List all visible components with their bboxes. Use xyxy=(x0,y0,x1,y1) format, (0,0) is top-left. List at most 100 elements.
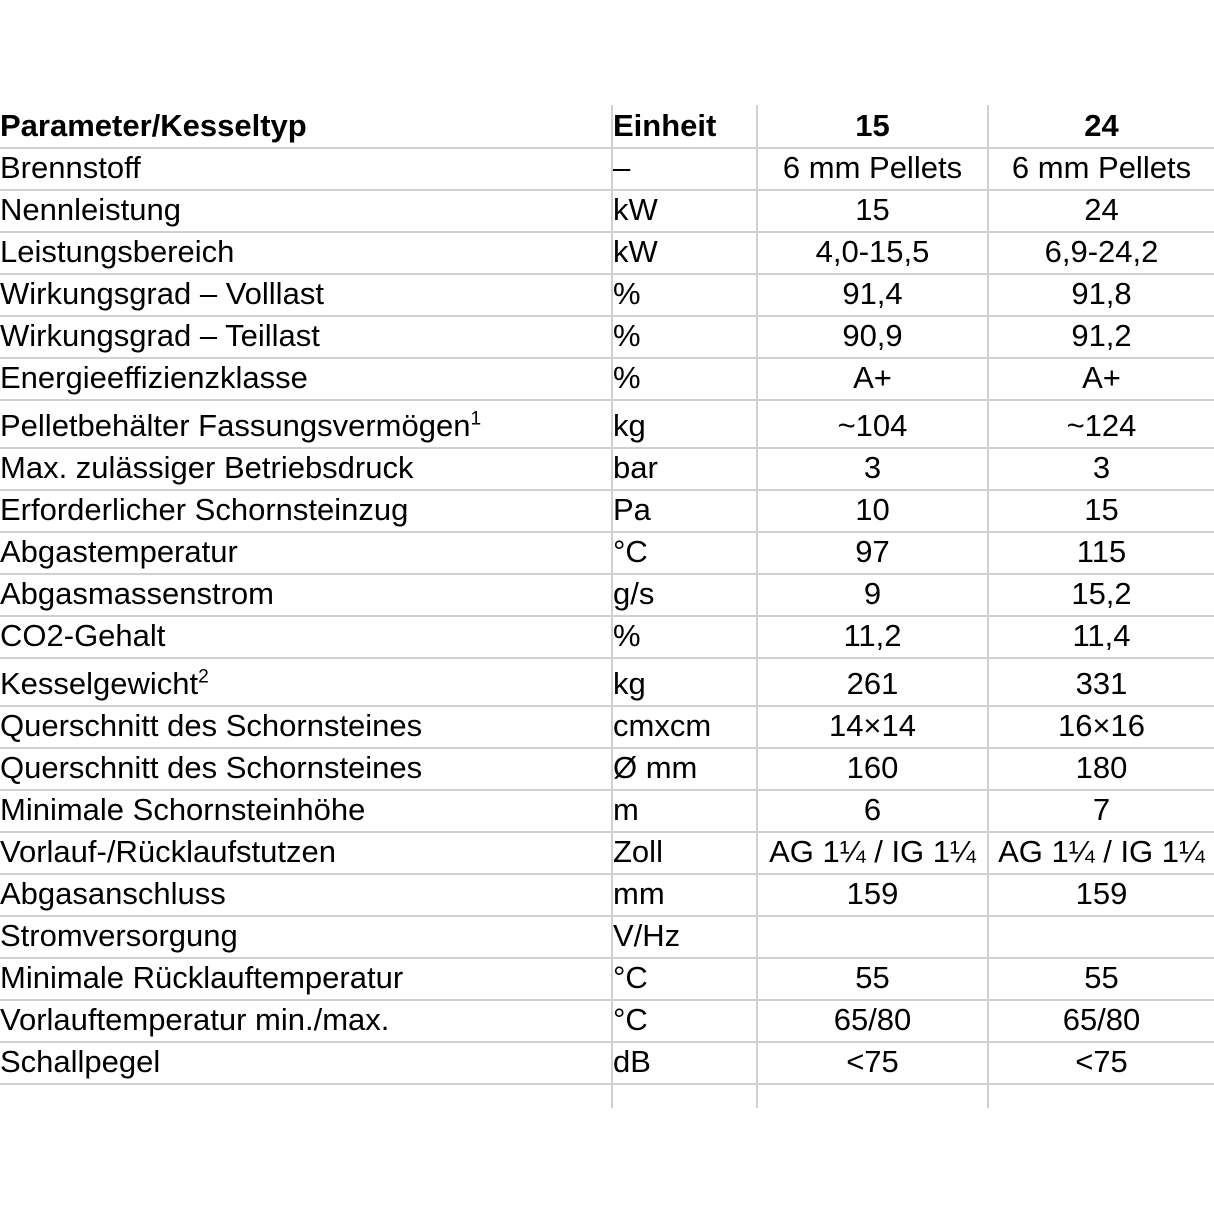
table-row: CO2-Gehalt% 11,2 11,4 xyxy=(0,616,1214,659)
table-row: Abgasmassenstrom g/s 9 15,2 xyxy=(0,574,1214,617)
unit-cell: bar xyxy=(611,448,757,491)
unit-cell: Pa xyxy=(611,490,757,533)
empty-cell xyxy=(756,1084,988,1108)
value-24-cell: 331 xyxy=(987,658,1214,707)
param-cell: Leistungsbereich xyxy=(0,232,612,275)
empty-cell xyxy=(611,1084,757,1108)
unit-cell: % xyxy=(611,316,757,359)
empty-cell xyxy=(0,1084,612,1108)
table-row: Pelletbehälter Fassungsvermögen1 kg ~104 ~1… xyxy=(0,400,1214,449)
param-cell: Querschnitt des Schornsteines xyxy=(0,706,612,749)
param-cell: Minimale Rücklauftemperatur xyxy=(0,958,612,1001)
unit-cell: % xyxy=(611,358,757,401)
param-cell: Pelletbehälter Fassungsvermögen1 xyxy=(0,400,612,449)
value-15-cell: 261 xyxy=(756,658,988,707)
value-15-cell: 97 xyxy=(756,532,988,575)
param-cell: Schallpegel xyxy=(0,1042,612,1085)
value-24-cell: 180 xyxy=(987,748,1214,791)
unit-cell: Zoll xyxy=(611,832,757,875)
table-row: Wirkungsgrad – Teillast% 90,9 91,2 xyxy=(0,316,1214,359)
unit-cell: °C xyxy=(611,958,757,1001)
unit-cell: V/Hz xyxy=(611,916,757,959)
header-row: Parameter/Kesseltyp Einheit 15 24 xyxy=(0,105,1214,149)
param-cell: Wirkungsgrad – Volllast xyxy=(0,274,612,317)
value-15-cell: 91,4 xyxy=(756,274,988,317)
table-row: Vorlauftemperatur min./max. °C 65/80 65/80 xyxy=(0,1000,1214,1043)
value-15-cell: 65/80 xyxy=(756,1000,988,1043)
value-24-cell: 65/80 xyxy=(987,1000,1214,1043)
value-15-cell: A+ xyxy=(756,358,988,401)
col-header-parameter: Parameter/Kesseltyp xyxy=(0,105,612,149)
value-24-cell: 15,2 xyxy=(987,574,1214,617)
value-15-cell: 9 xyxy=(756,574,988,617)
table-row: Leistungsbereich kW 4,0-15,5 6,9-24,2 xyxy=(0,232,1214,275)
value-15-cell xyxy=(756,916,988,959)
value-15-cell: 6 mm Pellets xyxy=(756,148,988,191)
table-row: Stromversorgung V/Hz xyxy=(0,916,1214,959)
param-cell: Energieeffizienzklasse xyxy=(0,358,612,401)
param-cell: Brennstoff xyxy=(0,148,612,191)
param-cell: Wirkungsgrad – Teillast xyxy=(0,316,612,359)
value-15-cell: 15 xyxy=(756,190,988,233)
table-row: Erforderlicher Schornsteinzug Pa 10 15 xyxy=(0,490,1214,533)
param-cell: Minimale Schornsteinhöhe xyxy=(0,790,612,833)
value-24-cell: <75 xyxy=(987,1042,1214,1085)
unit-cell: – xyxy=(611,148,757,191)
table-row: Brennstoff –6 mm Pellets 6 mm Pellets xyxy=(0,148,1214,191)
col-header-model-15: 15 xyxy=(756,105,988,149)
empty-cell xyxy=(987,1084,1214,1108)
value-24-cell: 91,2 xyxy=(987,316,1214,359)
unit-cell: m xyxy=(611,790,757,833)
table-row: Minimale Schornsteinhöhe m 6 7 xyxy=(0,790,1214,833)
unit-cell: Ø mm xyxy=(611,748,757,791)
table-row: Querschnitt des Schornsteines Ø mm 160 180 xyxy=(0,748,1214,791)
unit-cell: kg xyxy=(611,658,757,707)
table-row: Minimale Rücklauftemperatur °C 55 55 xyxy=(0,958,1214,1001)
value-15-cell: 55 xyxy=(756,958,988,1001)
value-15-cell: 90,9 xyxy=(756,316,988,359)
unit-cell: % xyxy=(611,616,757,659)
value-24-cell: 159 xyxy=(987,874,1214,917)
table-row: Vorlauf-/Rücklaufstutzen Zoll AG 1¼ / IG 1… xyxy=(0,832,1214,875)
unit-cell: kg xyxy=(611,400,757,449)
col-header-model-24: 24 xyxy=(987,105,1214,149)
value-24-cell: 115 xyxy=(987,532,1214,575)
value-24-cell: A+ xyxy=(987,358,1214,401)
value-24-cell xyxy=(987,916,1214,959)
param-cell: Nennleistung xyxy=(0,190,612,233)
value-15-cell: 159 xyxy=(756,874,988,917)
empty-stub-row xyxy=(0,1084,1214,1108)
value-24-cell: 15 xyxy=(987,490,1214,533)
table-row: Energieeffizienzklasse% A+ A+ xyxy=(0,358,1214,401)
value-15-cell: 160 xyxy=(756,748,988,791)
param-cell: Abgasanschluss xyxy=(0,874,612,917)
unit-cell: kW xyxy=(611,190,757,233)
param-cell: Querschnitt des Schornsteines xyxy=(0,748,612,791)
param-cell: Max. zulässiger Betriebsdruck xyxy=(0,448,612,491)
value-15-cell: 14×14 xyxy=(756,706,988,749)
param-cell: Abgastemperatur xyxy=(0,532,612,575)
value-15-cell: AG 1¼ / IG 1¼ xyxy=(756,832,988,875)
value-15-cell: 3 xyxy=(756,448,988,491)
param-cell: Vorlauftemperatur min./max. xyxy=(0,1000,612,1043)
value-15-cell: 11,2 xyxy=(756,616,988,659)
value-24-cell: 11,4 xyxy=(987,616,1214,659)
table-row: Abgastemperatur °C 97 115 xyxy=(0,532,1214,575)
value-24-cell: ~124 xyxy=(987,400,1214,449)
table-row: Wirkungsgrad – Volllast% 91,4 91,8 xyxy=(0,274,1214,317)
unit-cell: mm xyxy=(611,874,757,917)
param-cell: Kesselgewicht2 xyxy=(0,658,612,707)
col-header-unit: Einheit xyxy=(611,105,757,149)
table-row: Schallpegel dB <75 <75 xyxy=(0,1042,1214,1085)
param-cell: Abgasmassenstrom xyxy=(0,574,612,617)
value-24-cell: 6,9-24,2 xyxy=(987,232,1214,275)
table-row: Kesselgewicht2 kg 261 331 xyxy=(0,658,1214,707)
value-24-cell: 16×16 xyxy=(987,706,1214,749)
value-24-cell: 24 xyxy=(987,190,1214,233)
value-24-cell: 91,8 xyxy=(987,274,1214,317)
value-15-cell: 4,0-15,5 xyxy=(756,232,988,275)
value-24-cell: 6 mm Pellets xyxy=(987,148,1214,191)
param-cell: Stromversorgung xyxy=(0,916,612,959)
table-row: Max. zulässiger Betriebsdruck bar 3 3 xyxy=(0,448,1214,491)
